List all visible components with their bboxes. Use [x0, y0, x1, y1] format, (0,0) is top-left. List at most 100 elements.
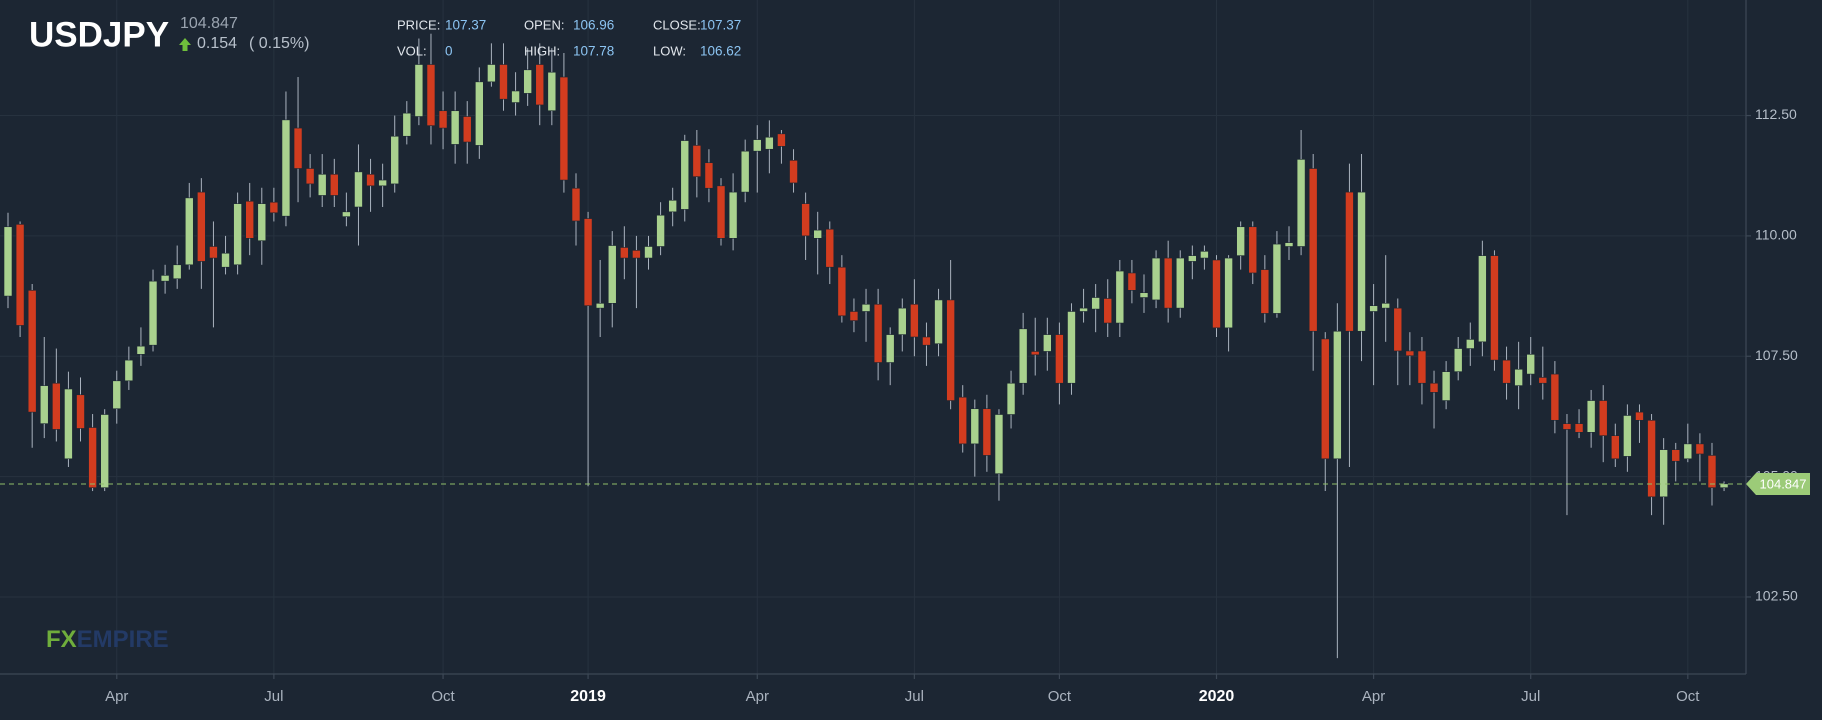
- candle-body: [897, 307, 907, 335]
- x-tick-label: 2020: [1199, 688, 1235, 705]
- candle-body: [390, 135, 400, 185]
- candle-body: [39, 385, 49, 424]
- candle-body: [100, 414, 109, 488]
- candle-body: [1526, 354, 1536, 375]
- candle-body: [583, 218, 593, 307]
- candle-body: [656, 214, 665, 247]
- candle-body: [160, 275, 170, 282]
- candle-body: [354, 171, 363, 208]
- candle-body: [136, 345, 146, 355]
- y-tick-label: 107.50: [1755, 347, 1798, 363]
- candle-body: [873, 303, 883, 363]
- candle-body: [1055, 334, 1064, 384]
- candle-body: [511, 90, 520, 103]
- candle-body: [1224, 257, 1233, 329]
- info-value: 107.37: [700, 18, 741, 33]
- candle-body: [88, 427, 97, 488]
- candle-body: [245, 200, 254, 239]
- candle-body: [1151, 257, 1161, 301]
- candle-body: [64, 388, 73, 460]
- candle-body: [1562, 423, 1572, 430]
- x-tick-label: Oct: [1048, 688, 1072, 705]
- candle-body: [438, 110, 448, 129]
- header-price: 104.847: [180, 15, 238, 32]
- candle-body: [233, 203, 242, 266]
- candle-body: [317, 173, 327, 196]
- candle-body: [680, 140, 690, 210]
- candle-body: [1200, 251, 1209, 259]
- candle-body: [1272, 243, 1282, 314]
- watermark-suffix: EMPIRE: [77, 626, 169, 653]
- watermark-prefix: FX: [46, 626, 77, 653]
- candle-body: [1550, 373, 1560, 421]
- info-value: 0: [445, 44, 453, 59]
- candle-body: [946, 299, 955, 401]
- candle-body: [172, 264, 182, 280]
- header-change: 0.154: [197, 35, 237, 52]
- candle-body: [789, 160, 798, 184]
- candle-body: [1103, 298, 1113, 324]
- last-price-label: 104.847: [1760, 476, 1807, 491]
- candle-body: [1623, 415, 1632, 457]
- candle-body: [1296, 159, 1306, 247]
- x-tick-label: 2019: [570, 688, 606, 705]
- candle-body: [112, 380, 122, 410]
- candle-body: [1683, 443, 1693, 460]
- candle-body: [668, 199, 677, 213]
- candle-body: [1611, 435, 1620, 460]
- info-value: 106.62: [700, 44, 741, 59]
- candle-body: [825, 228, 835, 268]
- header-change-percent: ( 0.15%): [249, 35, 309, 52]
- candle-body: [535, 64, 545, 106]
- candle-body: [1030, 351, 1040, 356]
- candle-body: [450, 110, 460, 145]
- candle-body: [837, 266, 847, 317]
- candle-body: [801, 203, 810, 237]
- candle-body: [1598, 400, 1608, 436]
- candle-body: [293, 127, 303, 169]
- candle-body: [1188, 255, 1197, 262]
- candle-body: [462, 116, 472, 143]
- candle-body: [1320, 338, 1330, 460]
- candle-body: [1574, 423, 1584, 433]
- candle-body: [1586, 400, 1596, 433]
- candle-body: [366, 173, 375, 187]
- candle-body: [305, 168, 315, 185]
- candle-body: [1018, 328, 1028, 384]
- info-label: CLOSE:: [653, 17, 701, 32]
- candle-body: [1236, 226, 1245, 256]
- candle-body: [922, 336, 931, 346]
- candle-body: [1163, 257, 1173, 309]
- candle-body: [692, 145, 702, 177]
- candle-body: [1453, 348, 1463, 372]
- candle-body: [765, 136, 774, 150]
- candle-body: [52, 382, 61, 430]
- candle-body: [704, 162, 714, 189]
- candle-body: [378, 179, 387, 187]
- candle-body: [970, 408, 980, 445]
- info-label: HIGH:: [524, 43, 560, 58]
- x-tick-label: Apr: [746, 688, 769, 705]
- candle-body: [414, 64, 424, 117]
- candle-body: [958, 396, 968, 445]
- watermark: FXEMPIRE: [46, 626, 169, 653]
- candle-body: [342, 211, 351, 217]
- candle-body: [813, 229, 822, 239]
- candle-layer: [0, 33, 1746, 659]
- candle-body: [752, 139, 762, 152]
- info-label: LOW:: [653, 43, 686, 58]
- candle-body: [716, 185, 726, 239]
- candle-body: [1441, 371, 1451, 401]
- y-tick-label: 102.50: [1755, 588, 1798, 604]
- y-tick-label: 110.00: [1755, 227, 1797, 243]
- candle-body: [3, 226, 13, 297]
- x-tick-label: Jul: [905, 688, 924, 705]
- candle-body: [1175, 257, 1185, 309]
- candle-body: [15, 224, 25, 326]
- candle-body: [475, 81, 484, 146]
- candle-body: [547, 71, 557, 112]
- candle-body: [426, 64, 436, 126]
- candle-body: [728, 191, 738, 239]
- candle-body: [1465, 339, 1475, 349]
